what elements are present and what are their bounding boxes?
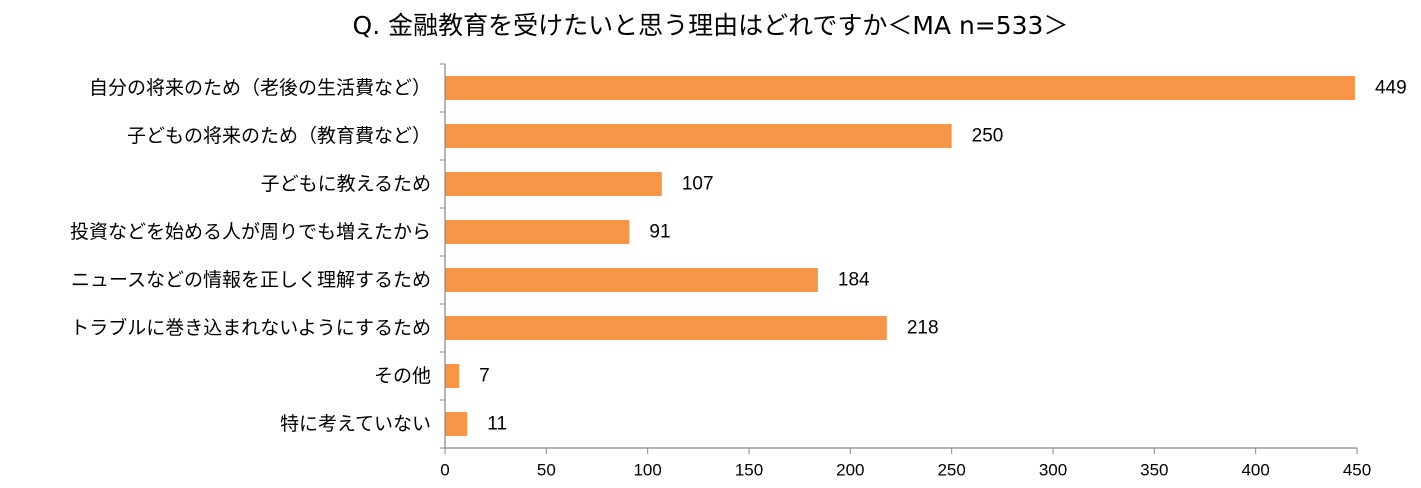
category-label: 子どもに教えるため	[261, 173, 431, 195]
category-label: 自分の将来のため（老後の生活費など）	[89, 77, 431, 99]
bars-group: 449 250 107 91 184 218 7 11	[445, 76, 1407, 436]
x-tick-label: 450	[1343, 461, 1371, 480]
bar	[445, 76, 1355, 100]
data-label: 250	[972, 126, 1004, 147]
x-tick-label: 100	[633, 461, 661, 480]
category-label: 特に考えていない	[280, 413, 431, 435]
category-label: その他	[374, 365, 431, 387]
x-tick-label: 150	[735, 461, 763, 480]
category-label: トラブルに巻き込まれないようにするため	[70, 316, 431, 339]
x-tick-label: 350	[1140, 461, 1168, 480]
bar	[445, 364, 460, 388]
category-label: 投資などを始める人が周りでも増えたから	[70, 221, 431, 243]
x-tick-label: 200	[836, 461, 864, 480]
data-label: 218	[907, 318, 939, 339]
x-tick-label: 250	[937, 461, 965, 480]
x-tick-label: 400	[1241, 461, 1269, 480]
data-label: 107	[682, 174, 714, 195]
bar	[445, 268, 818, 292]
x-tick-label: 300	[1039, 461, 1067, 480]
data-label: 11	[487, 414, 507, 435]
axes-group: 自分の将来のため（老後の生活費など） 子どもの将来のため（教育費など） 子どもに教え…	[70, 63, 1371, 480]
x-tick-label: 0	[440, 461, 449, 480]
bar	[445, 412, 468, 436]
category-label: 子どもの将来のため（教育費など）	[127, 125, 431, 147]
x-tick-label: 50	[537, 461, 556, 480]
data-label: 91	[649, 222, 670, 243]
data-label: 449	[1375, 78, 1407, 99]
chart-title: Q. 金融教育を受けたいと思う理由はどれですか＜MA n=533＞	[352, 11, 1069, 40]
bar	[445, 220, 630, 244]
bar	[445, 316, 887, 340]
category-label: ニュースなどの情報を正しく理解するため	[71, 269, 431, 291]
bar	[445, 172, 662, 196]
data-label: 7	[479, 366, 490, 387]
bar	[445, 124, 952, 148]
data-label: 184	[838, 270, 870, 291]
